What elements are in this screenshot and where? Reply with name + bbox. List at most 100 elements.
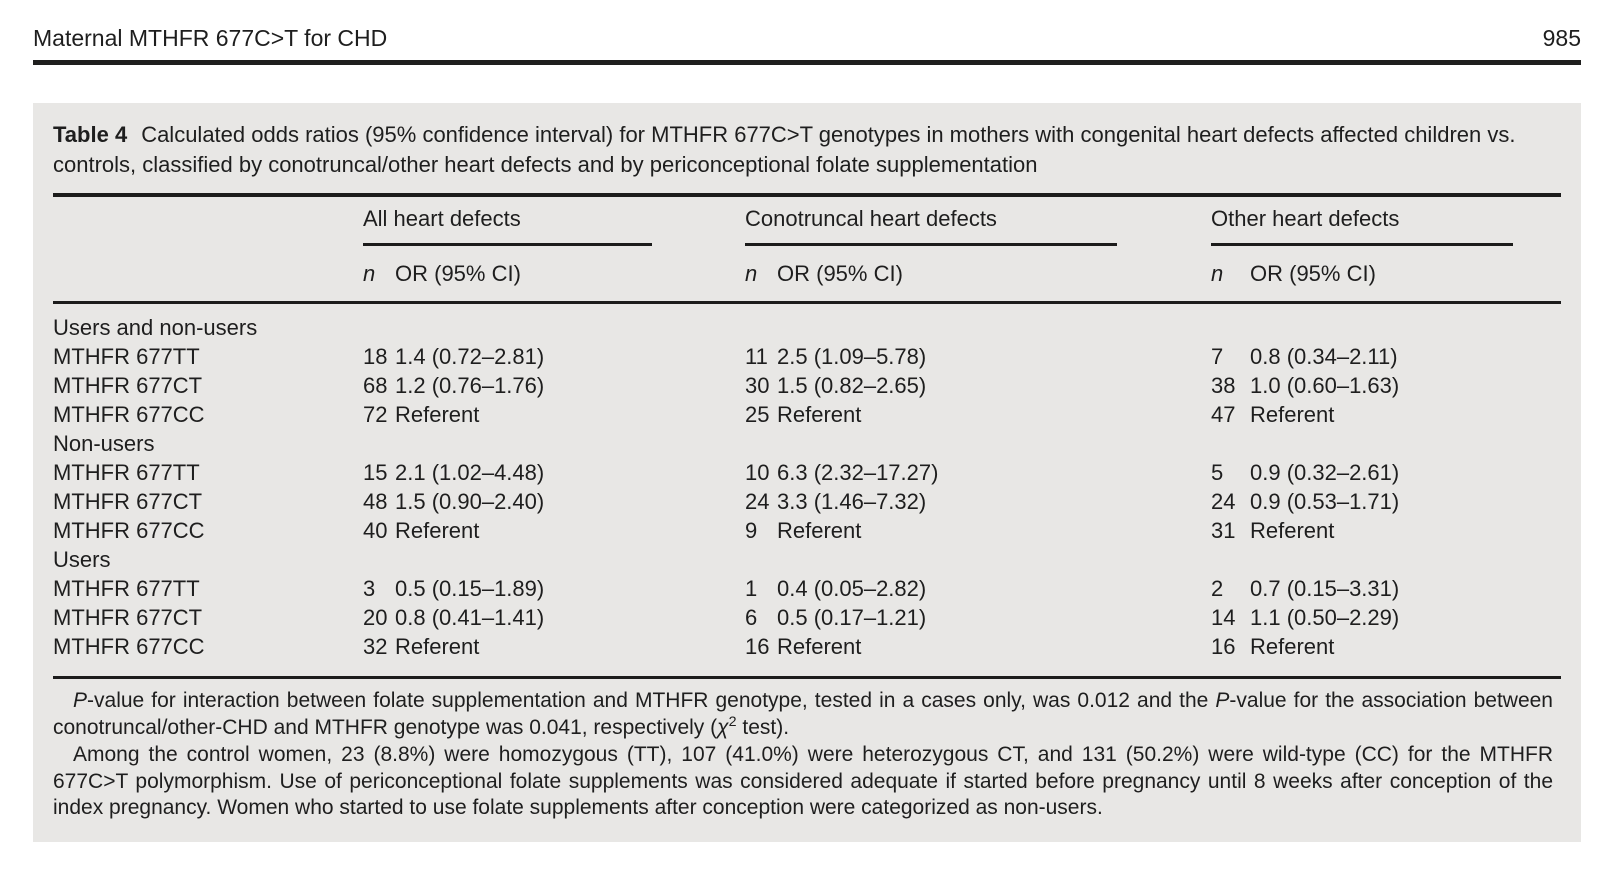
row-label: MTHFR 677CC [53, 518, 205, 543]
section-header-row: Non-users [53, 429, 1561, 458]
running-head-title: Maternal MTHFR 677C>T for CHD [33, 25, 388, 51]
row-label: MTHFR 677CT [53, 489, 203, 514]
spanner-rule-all [363, 243, 652, 246]
row-label: MTHFR 677TT [53, 344, 200, 369]
cell-all-or: 1.5 (0.90–2.40) [395, 489, 545, 514]
table-row: MTHFR 677CC 72 Referent 25 Referent 47 R… [53, 400, 1561, 429]
cell-other-n: 24 [1211, 489, 1236, 514]
cell-conotruncal-or: 0.4 (0.05–2.82) [777, 576, 927, 601]
cell-all-or: Referent [395, 634, 480, 659]
subheader-n-conotruncal: n [745, 246, 777, 304]
cell-other-or: 1.0 (0.60–1.63) [1250, 373, 1400, 398]
table-row: MTHFR 677CT 48 1.5 (0.90–2.40) 24 3.3 (1… [53, 487, 1561, 516]
table-row: MTHFR 677CC 40 Referent 9 Referent 31 Re… [53, 516, 1561, 545]
cell-all-n: 3 [363, 576, 376, 601]
table-row: MTHFR 677CT 20 0.8 (0.41–1.41) 6 0.5 (0.… [53, 603, 1561, 632]
cell-conotruncal-or: Referent [777, 402, 862, 427]
cell-other-or: 1.1 (0.50–2.29) [1250, 605, 1400, 630]
row-label: MTHFR 677CC [53, 634, 205, 659]
table-row: MTHFR 677TT 18 1.4 (0.72–2.81) 11 2.5 (1… [53, 342, 1561, 371]
section-label: Users and non-users [53, 315, 258, 340]
cell-conotruncal-n: 16 [745, 634, 770, 659]
group-header-all-heart-defects: All heart defects [363, 195, 745, 246]
cell-other-or: Referent [1250, 634, 1335, 659]
group-header-other-heart-defects: Other heart defects [1211, 195, 1561, 246]
cell-conotruncal-or: 2.5 (1.09–5.78) [777, 344, 927, 369]
cell-all-or: 1.2 (0.76–1.76) [395, 373, 545, 398]
row-label: MTHFR 677CT [53, 605, 203, 630]
table-caption: Table 4 Calculated odds ratios (95% confi… [53, 120, 1555, 180]
running-head: Maternal MTHFR 677C>T for CHD 985 [0, 0, 1612, 51]
spanner-rule-conotruncal [745, 243, 1117, 246]
group-header-conotruncal-heart-defects: Conotruncal heart defects [745, 195, 1211, 246]
table-panel: Table 4 Calculated odds ratios (95% confi… [33, 103, 1581, 842]
running-head-rule [33, 60, 1581, 65]
cell-conotruncal-n: 30 [745, 373, 770, 398]
cell-conotruncal-or: Referent [777, 518, 862, 543]
empty-corner-cell [53, 195, 363, 246]
empty-corner-cell [53, 246, 363, 304]
cell-conotruncal-or: Referent [777, 634, 862, 659]
table-row: MTHFR 677CC 32 Referent 16 Referent 16 R… [53, 632, 1561, 678]
cell-other-or: 0.7 (0.15–3.31) [1250, 576, 1400, 601]
cell-conotruncal-n: 1 [745, 576, 758, 601]
table-row: MTHFR 677TT 15 2.1 (1.02–4.48) 10 6.3 (2… [53, 458, 1561, 487]
row-label: MTHFR 677TT [53, 576, 200, 601]
cell-conotruncal-or: 1.5 (0.82–2.65) [777, 373, 927, 398]
cell-all-or: 2.1 (1.02–4.48) [395, 460, 545, 485]
section-label: Non-users [53, 431, 155, 456]
cell-all-n: 32 [363, 634, 388, 659]
section-header-row: Users and non-users [53, 303, 1561, 343]
subheader-or-all: OR (95% CI) [395, 246, 745, 304]
row-label: MTHFR 677CC [53, 402, 205, 427]
sub-header-row: n OR (95% CI) n OR (95% CI) n OR (95% CI… [53, 246, 1561, 304]
subheader-n-other: n [1211, 246, 1250, 304]
cell-all-n: 20 [363, 605, 388, 630]
subheader-or-conotruncal: OR (95% CI) [777, 246, 1211, 304]
cell-other-n: 2 [1211, 576, 1224, 601]
cell-other-n: 16 [1211, 634, 1236, 659]
cell-all-n: 18 [363, 344, 388, 369]
cell-other-or: 0.9 (0.53–1.71) [1250, 489, 1400, 514]
cell-all-or: 0.5 (0.15–1.89) [395, 576, 545, 601]
cell-conotruncal-or: 3.3 (1.46–7.32) [777, 489, 927, 514]
cell-all-n: 15 [363, 460, 388, 485]
cell-all-n: 48 [363, 489, 388, 514]
cell-conotruncal-n: 10 [745, 460, 770, 485]
cell-conotruncal-or: 6.3 (2.32–17.27) [777, 460, 939, 485]
table-row: MTHFR 677CT 68 1.2 (0.76–1.76) 30 1.5 (0… [53, 371, 1561, 400]
spanner-rule-other [1211, 243, 1513, 246]
cell-all-or: 1.4 (0.72–2.81) [395, 344, 545, 369]
table-row: MTHFR 677TT 3 0.5 (0.15–1.89) 1 0.4 (0.0… [53, 574, 1561, 603]
cell-conotruncal-n: 11 [745, 344, 768, 369]
cell-other-n: 31 [1211, 518, 1236, 543]
cell-all-or: Referent [395, 402, 480, 427]
cell-other-n: 7 [1211, 344, 1224, 369]
odds-ratio-table: All heart defects Conotruncal heart defe… [53, 193, 1561, 679]
cell-other-or: 0.9 (0.32–2.61) [1250, 460, 1400, 485]
cell-conotruncal-n: 25 [745, 402, 770, 427]
cell-all-n: 72 [363, 402, 388, 427]
table-caption-text: Calculated odds ratios (95% confidence i… [53, 122, 1516, 177]
cell-other-n: 5 [1211, 460, 1224, 485]
subheader-or-other: OR (95% CI) [1250, 246, 1561, 304]
table-caption-label: Table 4 [53, 122, 128, 147]
cell-other-n: 38 [1211, 373, 1236, 398]
column-group-header-row: All heart defects Conotruncal heart defe… [53, 195, 1561, 246]
page-number: 985 [1542, 25, 1581, 51]
row-label: MTHFR 677CT [53, 373, 203, 398]
cell-other-n: 14 [1211, 605, 1236, 630]
cell-all-or: 0.8 (0.41–1.41) [395, 605, 545, 630]
row-label: MTHFR 677TT [53, 460, 200, 485]
cell-conotruncal-n: 6 [745, 605, 758, 630]
cell-other-or: 0.8 (0.34–2.11) [1250, 344, 1398, 369]
section-label: Users [53, 547, 111, 572]
cell-other-or: Referent [1250, 402, 1335, 427]
cell-all-or: Referent [395, 518, 480, 543]
table-footnotes: P-value for interaction between folate s… [53, 688, 1555, 822]
cell-all-n: 40 [363, 518, 388, 543]
cell-conotruncal-or: 0.5 (0.17–1.21) [777, 605, 927, 630]
footnote-p-value: P-value for interaction between folate s… [53, 689, 1553, 739]
cell-conotruncal-n: 9 [745, 518, 758, 543]
cell-conotruncal-n: 24 [745, 489, 770, 514]
